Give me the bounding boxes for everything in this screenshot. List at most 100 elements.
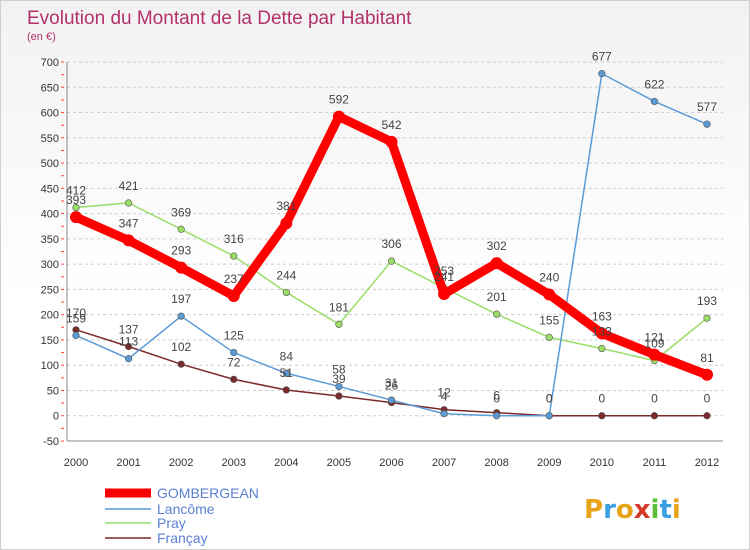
data-label: 181 — [329, 300, 349, 314]
data-label: 347 — [119, 216, 139, 230]
x-tick-label: 2001 — [116, 457, 140, 469]
data-label: 412 — [66, 184, 86, 198]
y-tick-label: 400 — [41, 209, 59, 221]
data-label: 316 — [224, 232, 244, 246]
data-point — [230, 375, 238, 383]
data-point — [332, 110, 345, 123]
data-label: 12 — [437, 386, 451, 400]
data-point — [440, 410, 448, 418]
data-label: 121 — [644, 331, 664, 345]
data-label: 0 — [598, 392, 605, 406]
data-label: 677 — [592, 50, 612, 64]
data-point — [177, 225, 185, 233]
axes: -500501001502002503003504004505005506006… — [41, 57, 723, 469]
svg-text:Proxiti: Proxiti — [584, 495, 681, 525]
data-label: 302 — [487, 239, 507, 253]
data-point — [72, 331, 80, 339]
data-label: 113 — [119, 335, 138, 349]
data-point — [124, 355, 133, 363]
data-point — [545, 412, 553, 420]
data-label: 58 — [332, 362, 346, 376]
y-tick-label: 100 — [41, 360, 59, 372]
data-label: 253 — [434, 264, 454, 278]
data-label: 163 — [592, 309, 612, 323]
y-tick-label: 150 — [41, 335, 59, 347]
data-label: 244 — [276, 268, 296, 282]
data-point — [70, 211, 82, 224]
legend-entry: GOMBERGEAN — [157, 485, 259, 501]
data-label: 84 — [280, 349, 294, 363]
data-point — [385, 135, 398, 148]
data-point — [598, 344, 606, 353]
data-point — [280, 217, 293, 230]
data-label: 6 — [493, 389, 500, 403]
data-label: 0 — [704, 392, 711, 406]
data-label: 109 — [644, 337, 664, 351]
data-label: 26 — [385, 379, 399, 393]
data-point — [493, 310, 501, 318]
data-label: 237 — [224, 272, 244, 286]
data-label: 577 — [697, 100, 717, 114]
data-label: 193 — [697, 294, 717, 308]
data-point — [177, 312, 185, 320]
data-point — [703, 314, 711, 322]
data-label: 241 — [434, 270, 454, 284]
y-tick-label: 450 — [41, 183, 59, 195]
y-tick-label: 0 — [53, 411, 59, 423]
data-label: 0 — [546, 392, 553, 406]
y-tick-label: -50 — [43, 436, 59, 448]
data-point — [175, 261, 188, 274]
data-point — [701, 368, 713, 381]
y-tick-label: 250 — [41, 284, 59, 296]
x-tick-label: 2002 — [169, 457, 193, 469]
data-point — [490, 257, 503, 270]
data-label: 592 — [329, 93, 349, 107]
data-point — [387, 257, 396, 265]
legend-entry: Lancôme — [157, 501, 215, 517]
y-tick-label: 200 — [41, 310, 59, 322]
data-point — [227, 289, 240, 302]
data-label: 72 — [227, 355, 241, 369]
data-point — [595, 327, 608, 340]
data-label: 197 — [171, 292, 191, 306]
data-point — [122, 234, 135, 247]
legend-entry: Pray — [157, 515, 186, 531]
data-point — [493, 412, 501, 420]
data-point — [703, 120, 711, 128]
x-tick-label: 2008 — [484, 457, 508, 469]
series-layer — [70, 70, 713, 420]
data-label: 0 — [651, 392, 658, 406]
data-label: 4 — [441, 390, 448, 404]
data-label: 0 — [546, 392, 553, 406]
data-point — [387, 396, 396, 404]
x-tick-label: 2012 — [695, 457, 719, 469]
x-tick-label: 2005 — [327, 457, 351, 469]
data-point — [230, 252, 238, 260]
data-point — [598, 412, 606, 420]
data-label: 31 — [385, 376, 399, 390]
data-point — [282, 369, 290, 377]
y-tick-label: 300 — [41, 259, 59, 271]
data-point — [335, 382, 343, 391]
data-label: 0 — [493, 392, 500, 406]
x-tick-label: 2010 — [590, 457, 614, 469]
data-label: 381 — [276, 199, 296, 213]
data-point — [230, 348, 238, 357]
data-label: 293 — [171, 244, 191, 258]
y-tick-label: 700 — [41, 57, 59, 69]
data-label: 393 — [66, 193, 86, 207]
chart-subtitle: (en €) — [27, 31, 56, 43]
data-labels: 3933472932373815925422413022401631218115… — [66, 50, 717, 406]
x-tick-label: 2000 — [64, 457, 88, 469]
data-point — [648, 348, 661, 361]
data-label: 170 — [66, 306, 86, 320]
data-label: 201 — [487, 290, 507, 304]
data-label: 81 — [700, 351, 714, 365]
y-tick-label: 550 — [41, 133, 59, 145]
x-tick-label: 2006 — [379, 457, 403, 469]
y-tick-label: 650 — [41, 82, 59, 94]
data-label: 125 — [224, 329, 244, 343]
data-label: 133 — [592, 325, 612, 339]
